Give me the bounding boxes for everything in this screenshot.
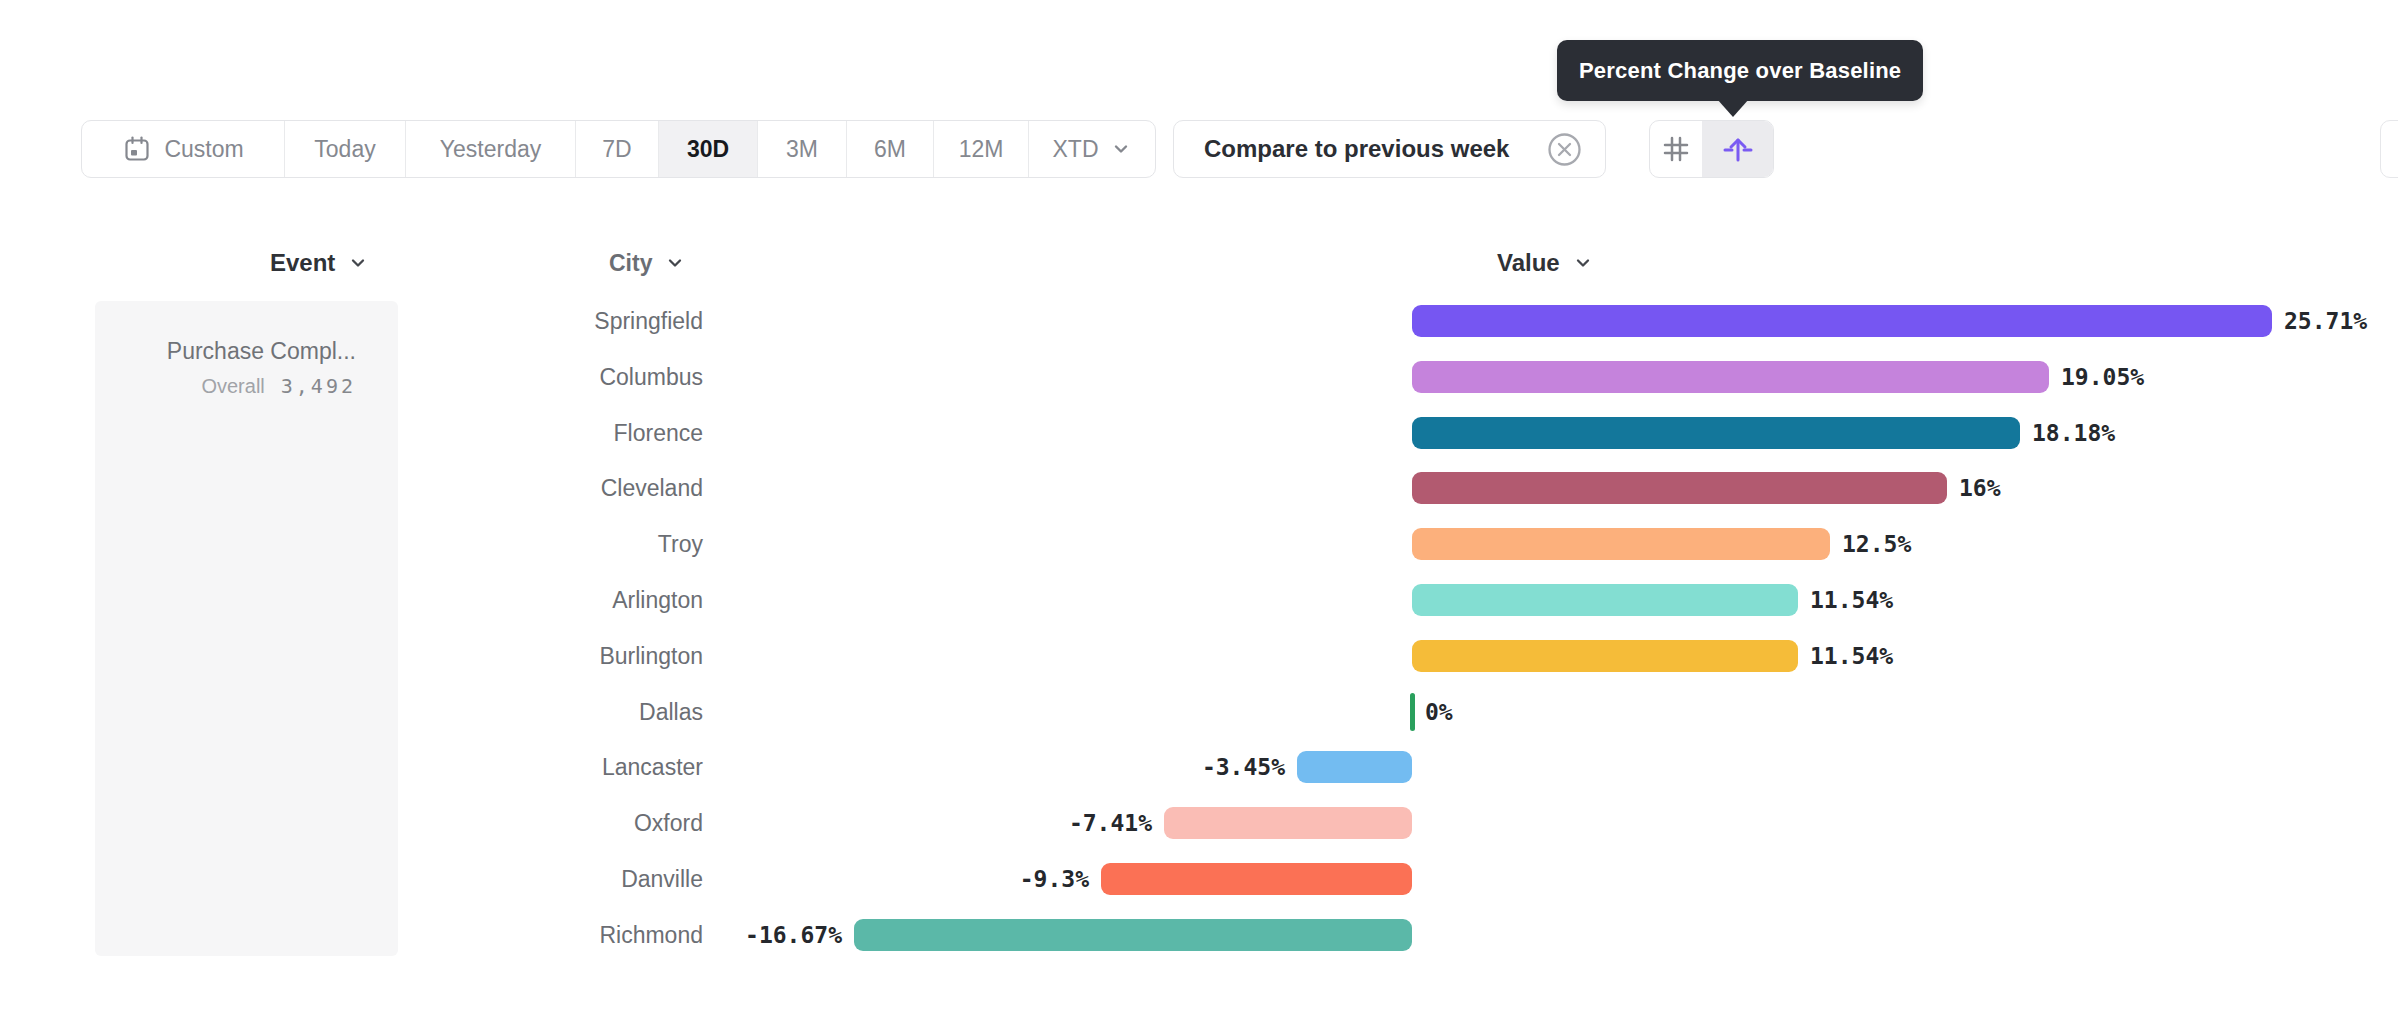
overall-value: 3,492	[281, 374, 356, 398]
date-range-toolbar: Custom Today Yesterday 7D 30D 3M 6M 12M …	[81, 120, 1156, 178]
value-label: 25.71%	[2284, 305, 2367, 337]
date-range-label: XTD	[1053, 136, 1099, 163]
date-range-label: Custom	[164, 136, 243, 163]
clipped-button[interactable]	[2380, 120, 2398, 178]
date-range-label: 12M	[959, 136, 1004, 163]
city-label: Cleveland	[400, 473, 703, 503]
date-range-label: 6M	[874, 136, 906, 163]
date-range-label: Today	[314, 136, 375, 163]
chevron-down-icon	[665, 253, 685, 273]
column-header-label: City	[609, 248, 652, 278]
tooltip-text: Percent Change over Baseline	[1579, 58, 1901, 84]
compare-chip-label: Compare to previous week	[1204, 135, 1509, 163]
x-circle-icon[interactable]	[1546, 131, 1583, 168]
date-range-7d-button[interactable]: 7D	[576, 121, 659, 177]
city-label: Danville	[400, 864, 703, 894]
bar[interactable]	[854, 919, 1412, 951]
percent-change-baseline-button[interactable]	[1702, 121, 1773, 177]
event-name: Purchase Compl...	[95, 336, 356, 366]
value-label: 18.18%	[2032, 417, 2115, 449]
zero-tick[interactable]	[1410, 693, 1415, 731]
chart-view-toggle	[1649, 120, 1774, 178]
value-label: 0%	[1425, 696, 1453, 728]
chevron-down-icon	[1111, 139, 1131, 159]
bar[interactable]	[1412, 361, 2049, 393]
column-header-city[interactable]: City	[609, 248, 912, 278]
date-range-label: 3M	[786, 136, 818, 163]
value-label: 12.5%	[1842, 528, 1911, 560]
date-range-6m-button[interactable]: 6M	[847, 121, 934, 177]
city-label: Dallas	[400, 697, 703, 727]
bar[interactable]	[1412, 417, 2020, 449]
bar[interactable]	[1164, 807, 1412, 839]
value-label: -9.3%	[1020, 863, 1089, 895]
column-header-event[interactable]: Event	[270, 248, 368, 278]
city-label: Arlington	[400, 585, 703, 615]
overall-label: Overall	[201, 375, 264, 397]
bar[interactable]	[1412, 528, 1830, 560]
percent-change-baseline-icon	[1721, 132, 1755, 166]
city-label: Oxford	[400, 808, 703, 838]
date-range-xtd-button[interactable]: XTD	[1029, 121, 1154, 177]
city-label: Burlington	[400, 641, 703, 671]
event-panel[interactable]: Purchase Compl... Overall 3,492	[95, 301, 398, 956]
column-header-label: Value	[1497, 249, 1560, 277]
tooltip: Percent Change over Baseline	[1557, 40, 1923, 101]
value-label: -3.45%	[1202, 751, 1285, 783]
bar[interactable]	[1297, 751, 1412, 783]
date-range-label: 30D	[687, 136, 729, 163]
value-label: -16.67%	[745, 919, 842, 951]
date-range-custom-button[interactable]: Custom	[82, 121, 285, 177]
value-label: 11.54%	[1810, 640, 1893, 672]
date-range-3m-button[interactable]: 3M	[758, 121, 847, 177]
column-header-label: Event	[270, 249, 335, 277]
bar[interactable]	[1101, 863, 1412, 895]
event-overall: Overall 3,492	[95, 373, 356, 399]
calendar-icon	[122, 134, 152, 164]
date-range-label: 7D	[602, 136, 631, 163]
city-label: Richmond	[400, 920, 703, 950]
city-label: Lancaster	[400, 752, 703, 782]
bar[interactable]	[1412, 584, 1798, 616]
bar[interactable]	[1412, 472, 1947, 504]
grid-icon	[1659, 132, 1693, 166]
chevron-down-icon	[348, 253, 368, 273]
date-range-label: Yesterday	[440, 136, 541, 163]
grid-view-button[interactable]	[1650, 121, 1702, 177]
date-range-12m-button[interactable]: 12M	[934, 121, 1029, 177]
bar[interactable]	[1412, 305, 2272, 337]
city-label: Springfield	[400, 306, 703, 336]
date-range-today-button[interactable]: Today	[285, 121, 406, 177]
value-label: -7.41%	[1069, 807, 1152, 839]
city-label: Florence	[400, 418, 703, 448]
value-label: 11.54%	[1810, 584, 1893, 616]
date-range-yesterday-button[interactable]: Yesterday	[406, 121, 576, 177]
date-range-30d-button[interactable]: 30D	[659, 121, 758, 177]
value-label: 19.05%	[2061, 361, 2144, 393]
compare-chip[interactable]: Compare to previous week	[1173, 120, 1606, 178]
city-label: Columbus	[400, 362, 703, 392]
tooltip-caret-icon	[1717, 99, 1749, 117]
city-label: Troy	[400, 529, 703, 559]
analytics-dashboard: Percent Change over Baseline Custom Toda…	[0, 0, 2398, 1022]
bar[interactable]	[1412, 640, 1798, 672]
value-label: 16%	[1959, 472, 2001, 504]
chevron-down-icon	[1573, 253, 1593, 273]
column-header-value[interactable]: Value	[1497, 248, 1593, 278]
